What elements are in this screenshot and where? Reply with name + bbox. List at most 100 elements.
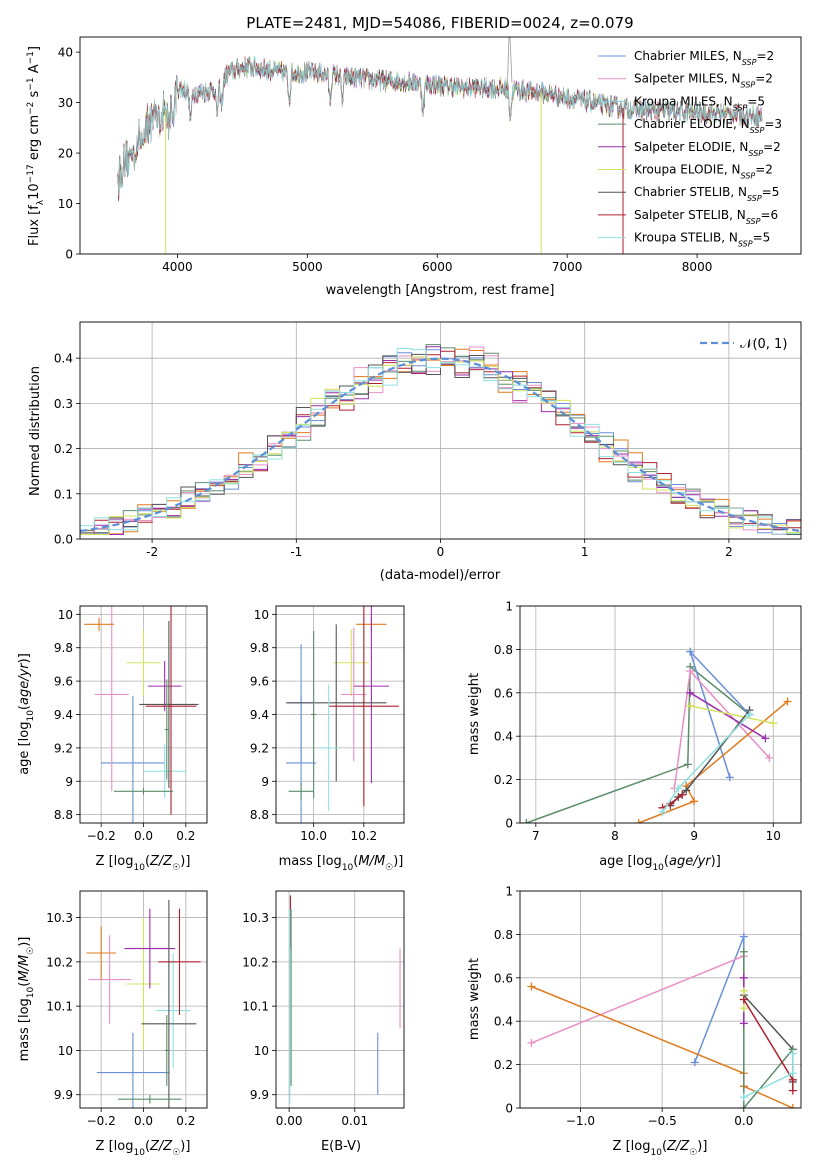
axis-label-part: )] [180, 1139, 190, 1154]
x-tick-label: 8 [611, 829, 619, 843]
axis-label-part: ( [17, 705, 32, 710]
plot-area [522, 647, 792, 823]
legend-value: =5 [753, 231, 771, 245]
axes-frame [519, 605, 802, 824]
legend-entry: Salpeter ELODIE, NSSP=2 [634, 140, 781, 158]
legend-text: Chabrier STELIB, N [634, 185, 747, 199]
data-point [126, 629, 161, 697]
axis-label-part: ☉ [26, 947, 36, 955]
y-axis-label: age [log10(age/yr)] [17, 653, 36, 775]
plot-area [84, 606, 199, 823]
legend-text: Kroupa ELODIE, N [634, 163, 741, 177]
legend-subscript: SSP [741, 80, 756, 89]
axis-label-part: ☉ [172, 863, 180, 873]
y-axis-label: mass [log10(M/M☉)] [17, 937, 36, 1062]
plot-area [289, 895, 401, 1104]
y-tick-label: 10 [58, 197, 73, 211]
data-point [88, 935, 131, 1024]
point-marker [783, 697, 792, 706]
plot-area [286, 606, 399, 823]
axis-label-part: age/yr [17, 662, 32, 705]
histogram-series [80, 353, 801, 539]
legend-text: Salpeter MILES, N [634, 72, 741, 86]
data-point [94, 606, 129, 792]
y-tick-label: 0 [505, 817, 513, 831]
legend-value: =2 [763, 140, 781, 154]
data-point [86, 926, 116, 980]
x-tick-label: 10.2 [350, 829, 377, 843]
y-tick-label: 0 [505, 1102, 513, 1116]
data-point [124, 908, 176, 989]
legend-entry: Chabrier MILES, NSSP=2 [634, 49, 774, 67]
series-line [743, 1053, 794, 1098]
legend-entry: Chabrier ELODIE, NSSP=3 [634, 117, 782, 135]
y-tick-label: 10 [58, 1044, 73, 1058]
data-point [156, 953, 191, 1069]
legend-text: Chabrier ELODIE, N [634, 117, 750, 131]
plot-area [80, 344, 801, 539]
y-tick-label: 0.6 [494, 971, 513, 985]
legend-text: Salpeter ELODIE, N [634, 140, 748, 154]
x-tick-label: 0.0 [134, 1114, 153, 1128]
axis-label-part: ( [662, 1139, 667, 1154]
data-point [311, 631, 317, 798]
point-marker [690, 797, 699, 806]
y-tick-label: 0.6 [494, 686, 513, 700]
axis-label-part: −17 [26, 164, 36, 183]
point-marker [788, 1049, 797, 1058]
axis-label-part: Flux [f [27, 205, 42, 246]
y-tick-label: 0.2 [54, 442, 73, 456]
axis-label-part: Z/Z [149, 1139, 173, 1154]
y-tick-label: 9.6 [250, 675, 269, 689]
figure-title: PLATE=2481, MJD=54086, FIBERID=0024, z=0… [246, 14, 633, 32]
point-marker [686, 647, 695, 656]
axis-label-part: M/M [17, 955, 32, 982]
x-tick-label: 1 [581, 545, 589, 559]
axes-weight_vs_Z: −1.0 −0.5 0.0 0 0.2 0.4 0.6 0.8 1 [494, 885, 802, 1128]
y-tick-label: 0.4 [494, 1015, 513, 1029]
legend-subscript: SSP [746, 216, 761, 225]
emission-line [507, 37, 513, 88]
x-tick-label: 0 [437, 545, 445, 559]
legend-entry: 𝒩(0, 1) [740, 337, 787, 352]
point-marker [765, 753, 774, 762]
y-axis-label: mass weight [467, 673, 482, 755]
legend-subscript: SSP [748, 148, 763, 157]
x-tick-label: −0.2 [87, 1114, 116, 1128]
legend-value: =5 [747, 94, 765, 108]
point-marker [686, 667, 695, 676]
y-tick-label: 0.2 [494, 1058, 513, 1072]
x-tick-label: 0.01 [341, 1114, 368, 1128]
y-tick-label: 9 [65, 775, 73, 789]
point-marker [788, 1104, 797, 1108]
x-tick-label: 10.0 [300, 829, 327, 843]
axes-mass_vs_ebv: 0.00 0.01 9.9 10 10.1 10.2 10.3 [242, 890, 405, 1128]
y-tick-label: 0 [65, 248, 73, 262]
axis-label-part: )] [697, 1139, 707, 1154]
legend-value: =2 [756, 49, 774, 63]
axis-label-part: age [log [17, 722, 32, 775]
series-line [694, 936, 745, 1063]
y-tick-label: 9.2 [250, 741, 269, 755]
legend-subscript: SSP [741, 171, 756, 180]
y-tick-label: 40 [58, 46, 73, 60]
y-tick-label: 1 [505, 600, 513, 614]
x-axis-label: E(B-V) [321, 1139, 361, 1154]
y-tick-label: 9.2 [54, 741, 73, 755]
axis-label-part: erg cm [27, 115, 42, 164]
point-marker [769, 719, 778, 728]
data-point [143, 744, 186, 798]
x-tick-label: 0.0 [134, 829, 153, 843]
axis-label-part: Z/Z [666, 1139, 690, 1154]
point-marker [674, 784, 683, 793]
data-point [341, 627, 367, 762]
y-tick-label: 9.8 [54, 641, 73, 655]
point-marker [678, 790, 687, 799]
axes-residuals: -2 -1 0 1 2 0.0 0.1 0.2 0.3 0.4 [54, 321, 802, 559]
axis-label-part: λ [36, 199, 46, 205]
point-marker [682, 786, 691, 795]
axis-label-part: age/yr [669, 854, 712, 869]
axis-label-part: 10 [342, 863, 354, 873]
point-marker [527, 982, 536, 991]
legend-text: Salpeter STELIB, N [634, 208, 746, 222]
